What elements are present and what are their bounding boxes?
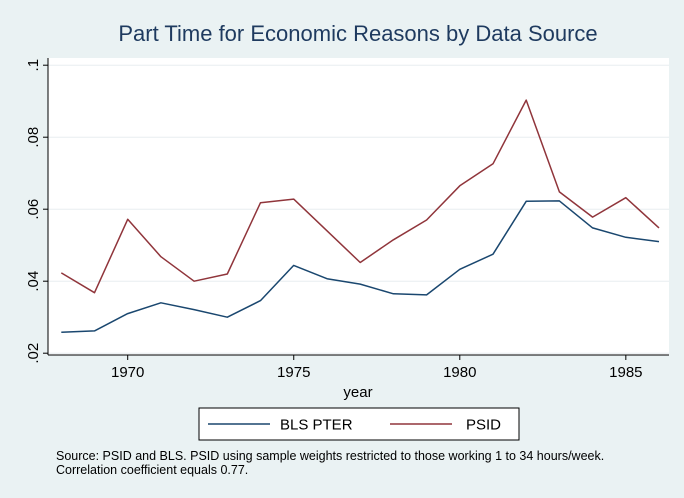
x-axis-ticks: 1970 1975 1980 1985 xyxy=(111,355,643,381)
legend-label-1: PSID xyxy=(466,417,501,434)
y-tick-label-4: .1 xyxy=(25,59,42,72)
y-tick-label-3: .08 xyxy=(25,127,42,148)
legend: BLS PTER PSID xyxy=(208,417,501,434)
plot-area xyxy=(48,58,669,355)
chart-title: Part Time for Economic Reasons by Data S… xyxy=(118,21,597,46)
note-line-2: Correlation coefficient equals 0.77. xyxy=(56,463,248,477)
y-tick-label-1: .04 xyxy=(25,271,42,292)
y-tick-label-2: .06 xyxy=(25,199,42,220)
y-tick-label-0: .02 xyxy=(25,343,42,364)
grid-lines xyxy=(48,64,669,354)
axes xyxy=(47,58,669,356)
x-tick-label-0: 1970 xyxy=(111,364,144,381)
note-line-1: Source: PSID and BLS. PSID using sample … xyxy=(56,449,604,463)
series-line-1 xyxy=(60,99,660,294)
legend-label-0: BLS PTER xyxy=(280,417,353,434)
series-line-0 xyxy=(61,200,660,334)
x-tick-label-1: 1975 xyxy=(277,364,310,381)
y-axis-ticks: .02 .04 .06 .08 .1 xyxy=(25,59,48,364)
x-tick-label-3: 1985 xyxy=(609,364,642,381)
series-lines xyxy=(60,99,660,334)
x-axis-title: year xyxy=(343,384,372,401)
x-tick-label-2: 1980 xyxy=(443,364,476,381)
legend-box xyxy=(198,407,520,441)
